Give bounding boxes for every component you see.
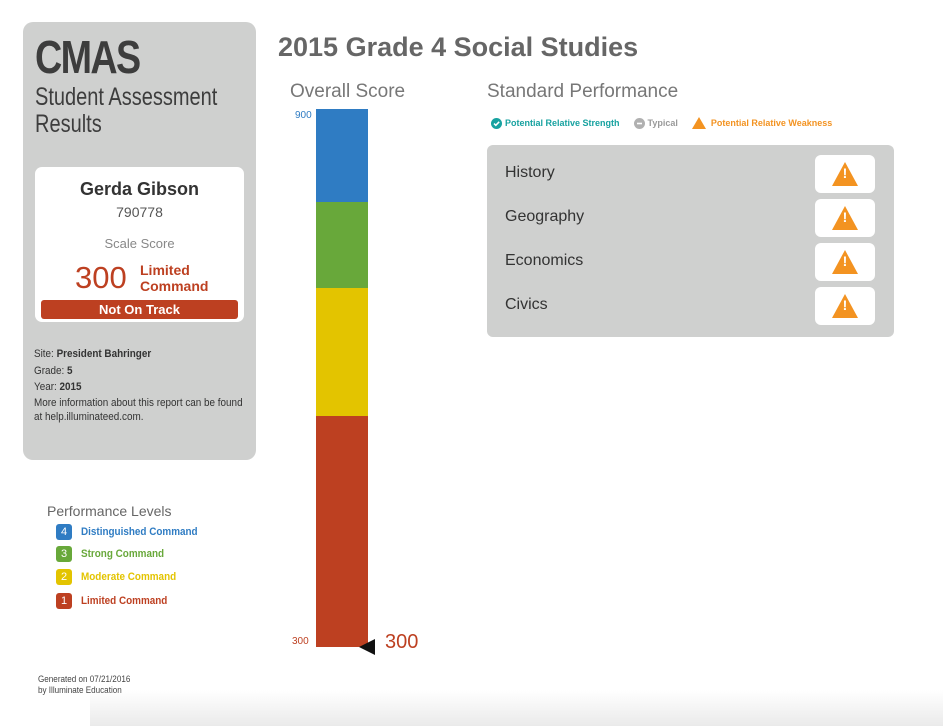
performance-levels-title: Performance Levels (47, 503, 172, 519)
score-axis-min: 300 (292, 636, 309, 647)
bar-segment-strong (316, 202, 368, 288)
overall-score-bar (316, 109, 368, 647)
standard-row-geography: Geography ! (487, 199, 894, 237)
legend-strength-label: Potential Relative Strength (505, 118, 620, 128)
info-text: More information about this report can b… (34, 396, 243, 423)
standard-status-badge: ! (815, 287, 875, 325)
standard-row-economics: Economics ! (487, 243, 894, 281)
legend-strength: Potential Relative Strength (491, 117, 620, 129)
report-subtitle: Student Assessment Results (35, 83, 218, 138)
standard-status-badge: ! (815, 199, 875, 237)
level-name: Strong Command (81, 548, 165, 560)
track-status-badge: Not On Track (41, 300, 238, 319)
site-label: Site: (34, 348, 54, 360)
level-name: Distinguished Command (81, 526, 198, 538)
overall-score-title: Overall Score (290, 81, 406, 102)
level-number-badge: 4 (56, 524, 72, 540)
year-value: 2015 (59, 381, 82, 393)
bar-segment-moderate (316, 288, 368, 416)
performance-level-item: 2 Moderate Command (56, 569, 187, 585)
score-marker-icon (359, 639, 375, 655)
legend-weakness-label: Potential Relative Weakness (710, 118, 833, 128)
page-title: 2015 Grade 4 Social Studies (278, 32, 639, 62)
legend-weakness: Potential Relative Weakness (691, 117, 833, 129)
grade-value: 5 (67, 364, 73, 377)
score-axis-max: 900 (295, 110, 312, 121)
scale-score: 300 (75, 260, 127, 295)
score-marker-label: 300 (385, 631, 419, 653)
scale-score-label: Scale Score (104, 236, 175, 251)
warning-icon (832, 162, 858, 186)
student-id: 790778 (116, 204, 163, 220)
check-circle-icon (491, 117, 502, 129)
minus-circle-icon (633, 117, 645, 129)
standard-row-history: History ! (487, 155, 894, 193)
grade-line: Grade: 5 (34, 363, 228, 380)
year-line: Year: 2015 (34, 379, 228, 396)
warning-icon (832, 294, 858, 318)
standards-legend: Potential Relative Strength Typical Pote… (491, 117, 846, 129)
warning-icon (832, 250, 858, 274)
site-line: Site: President Bahringer (34, 346, 228, 363)
level-number-badge: 2 (56, 569, 72, 585)
standard-name: History (505, 164, 555, 181)
grade-label: Grade: (34, 364, 65, 377)
brand-title: CMAS (35, 31, 141, 83)
bar-segment-limited (316, 416, 368, 647)
level-name: Moderate Command (81, 571, 177, 583)
page-bottom-shadow (90, 690, 943, 726)
report-meta: Site: President Bahringer Grade: 5 Year:… (34, 346, 243, 424)
warning-icon (691, 117, 706, 129)
level-number-badge: 1 (56, 593, 72, 609)
performance-level-item: 3 Strong Command (56, 546, 173, 562)
student-card: Gerda Gibson 790778 Scale Score 300 Limi… (35, 167, 244, 322)
standard-status-badge: ! (815, 155, 875, 193)
summary-panel: CMAS Student Assessment Results Gerda Gi… (23, 22, 256, 460)
generated-by: by Illuminate Education (38, 685, 122, 695)
standard-name: Civics (505, 296, 548, 313)
level-number-badge: 3 (56, 546, 72, 562)
standard-row-civics: Civics ! (487, 287, 894, 325)
performance-level-item: 1 Limited Command (56, 593, 177, 609)
warning-icon (832, 206, 858, 230)
standard-name: Geography (505, 208, 585, 225)
level-name: Limited Command (81, 595, 168, 607)
legend-typical: Typical (633, 117, 678, 129)
bar-segment-distinguished (316, 109, 368, 202)
year-label: Year: (34, 381, 57, 393)
student-name: Gerda Gibson (79, 179, 200, 199)
legend-typical-label: Typical (647, 118, 678, 128)
standards-panel: History ! Geography ! Economics ! Civics… (487, 145, 894, 337)
score-level-name: Limited Command (140, 262, 209, 294)
standard-performance-title: Standard Performance (487, 81, 679, 102)
generated-date: Generated on 07/21/2016 (38, 674, 131, 684)
footer: Generated on 07/21/2016 by Illuminate Ed… (38, 674, 130, 696)
site-value: President Bahringer (56, 348, 152, 360)
standard-status-badge: ! (815, 243, 875, 281)
standard-name: Economics (505, 252, 584, 269)
performance-level-item: 4 Distinguished Command (56, 524, 211, 540)
